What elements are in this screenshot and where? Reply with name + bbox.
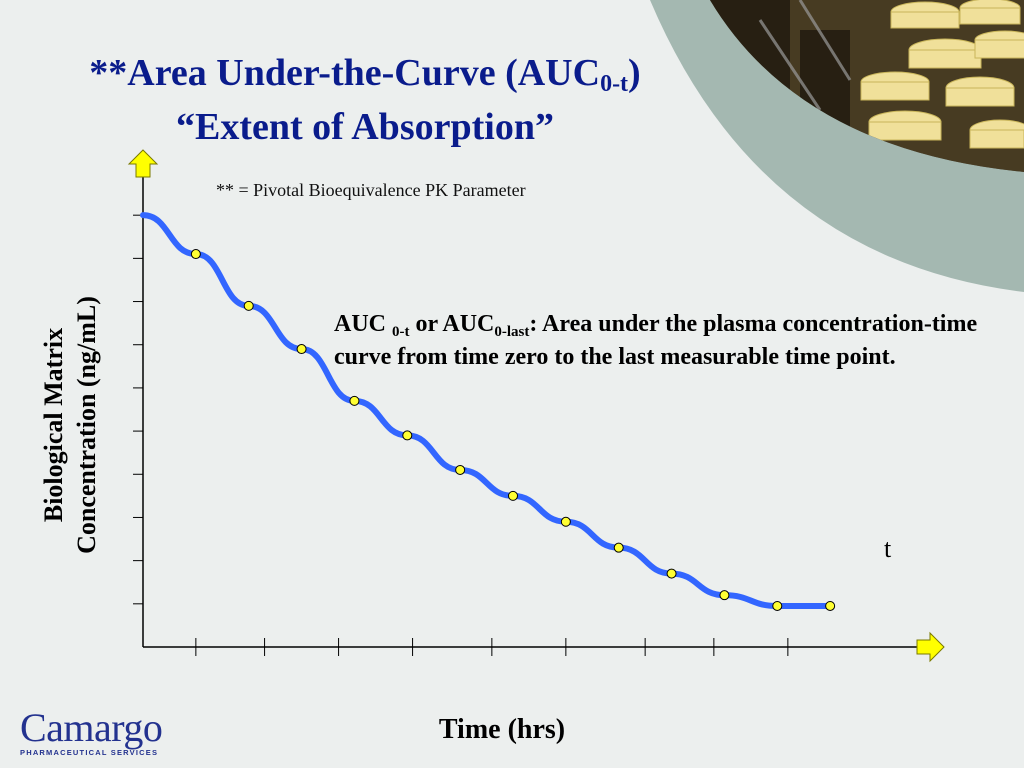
concentration-curve bbox=[140, 212, 834, 609]
data-point-9 bbox=[613, 542, 624, 553]
t-last-marker: t bbox=[884, 534, 892, 563]
data-point-13 bbox=[825, 600, 836, 611]
definition-text: : Area under the plasma concentration-ti… bbox=[334, 311, 978, 370]
y-axis-arrow bbox=[127, 149, 159, 178]
title-line-2: “Extent of Absorption” bbox=[176, 106, 554, 148]
x-axis-label: Time (hrs) bbox=[438, 714, 566, 745]
company-logo: Camargo PHARMACEUTICAL SERVICES bbox=[20, 705, 163, 758]
logo-name: Camargo bbox=[20, 705, 163, 750]
x-axis-arrow bbox=[916, 631, 945, 663]
y-ticks bbox=[133, 214, 143, 605]
definition-or-auc: or AUC bbox=[409, 311, 495, 337]
definition-sub-0t: 0-t bbox=[392, 324, 410, 340]
data-points bbox=[190, 249, 836, 611]
data-point-10 bbox=[666, 568, 677, 579]
data-point-2 bbox=[243, 300, 254, 311]
definition-auc: AUC bbox=[334, 311, 392, 337]
y-axis-label-line-2: Concentration (ng/mL) bbox=[72, 296, 101, 554]
data-point-4 bbox=[349, 395, 360, 406]
data-point-6 bbox=[455, 464, 466, 475]
title-subscript: 0-t bbox=[600, 71, 629, 97]
title-close-paren: ) bbox=[628, 52, 641, 94]
chart-axes bbox=[127, 149, 945, 663]
data-point-3 bbox=[296, 344, 307, 355]
title-main: Area Under-the-Curve (AUC bbox=[127, 52, 601, 94]
x-ticks bbox=[195, 638, 789, 656]
data-point-5 bbox=[402, 430, 413, 441]
definition-sub-0last: 0-last bbox=[494, 324, 530, 340]
y-axis-label: Biological Matrix Concentration (ng/mL) bbox=[37, 296, 103, 554]
logo-subtitle: PHARMACEUTICAL SERVICES bbox=[20, 748, 159, 757]
data-point-8 bbox=[560, 516, 571, 527]
y-axis-label-line-1: Biological Matrix bbox=[39, 327, 68, 523]
data-point-12 bbox=[772, 600, 783, 611]
data-point-11 bbox=[719, 590, 730, 601]
title-prefix: ** bbox=[89, 52, 128, 94]
data-point-1 bbox=[190, 249, 201, 260]
page-title: **Area Under-the-Curve (AUC0-t) “Extent … bbox=[0, 46, 730, 154]
data-point-7 bbox=[508, 490, 518, 501]
footnote: ** = Pivotal Bioequivalence PK Parameter bbox=[216, 180, 526, 200]
auc-definition: AUC 0-t or AUC0-last: Area under the pla… bbox=[334, 308, 984, 374]
title-line-1: **Area Under-the-Curve (AUC0-t) bbox=[0, 46, 730, 100]
